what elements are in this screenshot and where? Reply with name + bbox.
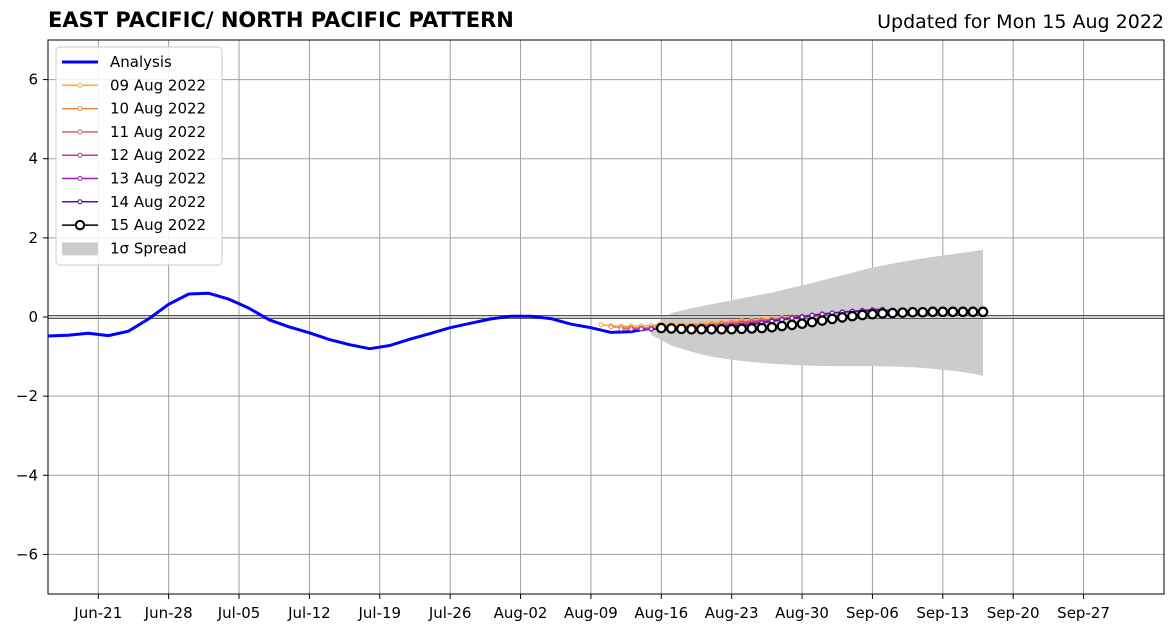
legend-label: 13 Aug 2022 (110, 170, 206, 188)
legend-marker-forecast (77, 129, 83, 135)
forecast-point (789, 315, 795, 321)
zero-line-layer (48, 315, 1164, 319)
current-forecast-point (766, 321, 778, 333)
current-forecast-point (847, 310, 858, 322)
current-forecast-point (806, 316, 818, 328)
current-forecast-point (786, 319, 798, 331)
forecast-point (618, 326, 624, 332)
legend-label: 1σ Spread (110, 239, 187, 257)
x-tick-label: Sep-13 (916, 604, 969, 622)
x-tick-label: Aug-09 (564, 604, 618, 622)
y-tick-label: 4 (28, 150, 38, 168)
current-forecast-point (877, 308, 888, 319)
current-forecast-point (927, 306, 939, 318)
legend-marker-forecast (77, 176, 83, 181)
chart-title: EAST PACIFIC/ NORTH PACIFIC PATTERN (48, 8, 514, 32)
legend-marker-current (74, 219, 86, 231)
y-tick-label: −6 (16, 545, 38, 563)
legend-swatch-spread (62, 242, 98, 256)
forecast-point (648, 326, 654, 332)
current-forecast-point (726, 323, 737, 335)
x-tick-label: Aug-30 (775, 604, 829, 622)
current-forecast-point (947, 306, 959, 318)
current-forecast-point (655, 322, 667, 334)
current-forecast-point (706, 323, 717, 335)
current-forecast-point (857, 309, 868, 321)
x-tick-label: Jun-21 (73, 604, 122, 622)
forecast-point (799, 314, 805, 320)
y-tick-label: −2 (16, 387, 38, 405)
y-tick-label: 0 (28, 308, 38, 326)
legend-label: 14 Aug 2022 (110, 193, 206, 211)
x-tick-label: Sep-06 (846, 604, 899, 622)
legend-marker-forecast (77, 199, 83, 205)
x-tick-label: Jun-28 (144, 604, 193, 622)
analysis-line (48, 291, 652, 351)
current-forecast-point (746, 323, 758, 334)
x-tick-label: Aug-23 (705, 604, 759, 622)
current-forecast-point (867, 308, 878, 320)
legend-label: 15 Aug 2022 (110, 216, 206, 234)
forecast-point (608, 324, 614, 330)
current-forecast-point (696, 323, 707, 335)
current-forecast-point (686, 323, 697, 335)
legend-label: 11 Aug 2022 (110, 123, 206, 141)
x-tick-label: Jul-19 (357, 604, 401, 622)
spread-band-layer (651, 249, 983, 376)
current-forecast-point (666, 323, 677, 334)
legend: Analysis 09 Aug 2022 10 Aug 2022 11 Aug 202… (55, 46, 223, 266)
x-tick-label: Aug-02 (494, 604, 548, 622)
series-layer (48, 291, 989, 351)
current-forecast-point (897, 307, 908, 318)
legend-marker-forecast (77, 152, 83, 158)
current-forecast-point (967, 306, 979, 318)
x-tick-label: Sep-27 (1057, 604, 1110, 622)
y-tick-label: 6 (28, 71, 38, 89)
current-forecast-point (977, 306, 989, 318)
x-tick-label: Aug-16 (634, 604, 688, 622)
legend-label: 09 Aug 2022 (110, 76, 206, 94)
spread-band (651, 249, 983, 376)
x-tick-label: Jul-05 (217, 604, 261, 622)
legend-label: 10 Aug 2022 (110, 100, 206, 118)
legend-label: 12 Aug 2022 (110, 146, 206, 164)
current-forecast-point (907, 306, 918, 318)
x-tick-label: Jul-12 (287, 604, 331, 622)
y-tick-label: 2 (28, 229, 38, 247)
current-forecast-point (736, 323, 748, 335)
current-forecast-point (957, 306, 969, 318)
current-forecast-point (937, 306, 949, 318)
current-forecast-point (716, 323, 727, 335)
forecast-point (628, 326, 634, 332)
x-tick-label: Jul-26 (428, 604, 472, 622)
forecast-point (809, 312, 815, 318)
current-forecast-point (887, 307, 898, 319)
current-forecast-point (826, 313, 838, 325)
forecast-point (638, 326, 644, 332)
legend-marker-forecast (77, 82, 83, 88)
y-tick-label: −4 (16, 466, 38, 484)
legend-label: Analysis (110, 53, 172, 71)
current-forecast-point (917, 306, 929, 318)
legend-box (55, 46, 223, 266)
legend-marker-forecast (77, 106, 83, 112)
current-forecast-point (776, 320, 788, 332)
forecast-point (598, 322, 604, 328)
current-forecast-point (816, 315, 828, 326)
x-tick-label: Sep-20 (987, 604, 1040, 622)
chart-subtitle: Updated for Mon 15 Aug 2022 (877, 11, 1164, 33)
current-forecast-point (796, 318, 808, 330)
current-forecast-point (756, 322, 768, 334)
current-forecast-point (676, 323, 687, 335)
axes: Jun-21 Jun-28 Jul-05 Jul-12 Jul-19 Jul-26 Aug-… (16, 71, 1110, 622)
current-forecast-point (836, 312, 848, 323)
